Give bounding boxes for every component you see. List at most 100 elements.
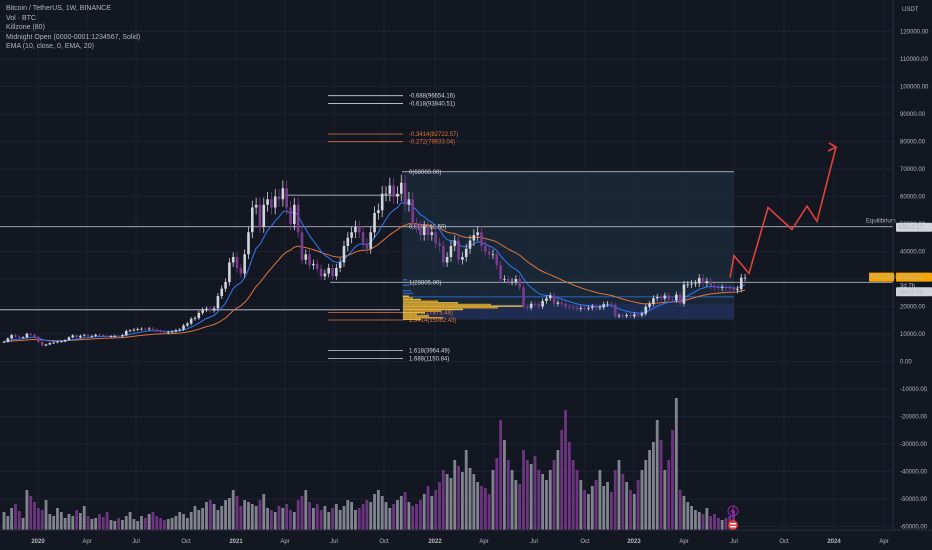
volume-bar	[323, 506, 327, 530]
volume-bar	[14, 504, 17, 530]
volume-bar	[201, 508, 205, 530]
volume-bar	[621, 474, 625, 530]
candle-body	[464, 248, 468, 257]
candle-body	[476, 232, 479, 235]
volume-bar	[227, 498, 231, 530]
volume-bar	[525, 460, 529, 530]
time-axis: 2020 Apr Jul Oct 2021 Apr Jul Oct 2022 Apr Jul Oct 2…	[0, 529, 932, 545]
volume-bar	[694, 510, 697, 530]
time-tick: Oct	[580, 539, 590, 545]
volume-bar	[56, 508, 59, 530]
volume-bar	[365, 500, 369, 530]
volume-bar	[678, 490, 682, 530]
symbol-tag: BTCUSDT	[871, 275, 900, 281]
time-tick: Apr	[280, 539, 289, 545]
volume-bar	[438, 482, 441, 530]
volume-bar	[182, 514, 185, 530]
candle-body	[713, 285, 716, 288]
candle-body	[743, 277, 747, 279]
legend-ema[interactable]: EMA (10, close, 0, EMA, 20)	[6, 43, 94, 51]
volume-bar	[701, 514, 705, 530]
candle-body	[495, 254, 499, 266]
volume-bar	[430, 496, 434, 530]
candle-body	[67, 337, 71, 341]
candle-body	[235, 257, 239, 268]
volume-bar	[709, 516, 713, 530]
volume-bar	[109, 520, 113, 530]
candle-body	[537, 304, 541, 307]
price-tick: 100000.00	[900, 85, 929, 91]
price-tick: 20000.00	[900, 305, 926, 311]
candle-body	[503, 279, 506, 280]
volume-bar	[296, 500, 300, 530]
volume-bar	[640, 470, 644, 530]
price-tick: -40000.00	[900, 470, 928, 476]
legend-midnight[interactable]: Midnight Open (0000-0001:1234567, Solid)	[6, 33, 141, 41]
ema-slow-line	[3, 223, 746, 343]
candle-body	[545, 298, 548, 301]
volume-bar	[380, 496, 384, 530]
candle-body	[239, 268, 243, 274]
volume-bar	[308, 502, 311, 530]
volume-bar	[598, 470, 602, 530]
volume-bar	[575, 470, 579, 530]
volume-bar	[143, 518, 147, 530]
symbol-tag-bg	[869, 272, 894, 282]
candle-body	[289, 207, 292, 224]
candle-body	[629, 315, 632, 317]
volume-bar	[445, 474, 449, 530]
profile-bar	[403, 316, 443, 319]
volume-bar	[239, 506, 243, 530]
volume-bar	[449, 478, 453, 530]
volume-bar	[281, 508, 285, 530]
time-tick: Jul	[330, 539, 338, 545]
candle-body	[270, 199, 273, 208]
profile-bar	[403, 318, 421, 321]
candle-body	[197, 312, 201, 319]
price-tick: 80000.00	[900, 140, 926, 146]
legend-killzone[interactable]: Killzone (80)	[6, 24, 45, 32]
volume-bar	[48, 514, 52, 530]
legend-vol[interactable]: Vol · BTC	[6, 14, 36, 22]
volume-bar	[556, 450, 560, 530]
candle-body	[71, 335, 75, 338]
candle-body	[193, 318, 197, 319]
candle-body	[60, 341, 63, 343]
candle-body	[151, 328, 155, 330]
countdown-tag: 3d 7h	[900, 284, 915, 290]
price-tick: -20000.00	[900, 415, 928, 421]
volume-bar	[686, 502, 690, 530]
candle-body	[472, 235, 476, 241]
candle-body	[617, 315, 621, 317]
candle-body	[79, 335, 82, 338]
fib-label: 1.688(1150.84)	[409, 356, 449, 362]
last-price-tag-bg	[896, 272, 932, 282]
time-tick: Apr	[679, 539, 688, 545]
volume-bar	[342, 506, 346, 530]
fib-label: -0.272(79933.04)	[409, 140, 455, 146]
volume-bar	[533, 456, 537, 530]
volume-bar	[101, 517, 105, 530]
volume-bar	[205, 502, 208, 530]
legend-title[interactable]: Bitcoin / TetherUS, 1W, BINANCE	[6, 5, 111, 12]
candle-body	[224, 282, 227, 289]
volume-bar	[506, 460, 510, 530]
candle-body	[208, 308, 212, 311]
volume-bar	[44, 500, 48, 530]
volume-bar	[644, 460, 648, 530]
volume-bar	[304, 490, 308, 530]
candle-body	[117, 335, 120, 337]
candle-body	[522, 287, 525, 307]
candle-body	[720, 287, 724, 289]
candle-body	[575, 307, 579, 309]
fib-label: 1.3414(15082.43)	[409, 318, 456, 324]
candle-body	[705, 281, 709, 284]
volume-bar	[197, 510, 201, 530]
candle-body	[499, 265, 502, 279]
volume-bar	[396, 500, 399, 530]
candle-body	[675, 294, 678, 301]
volume-bar	[10, 508, 14, 530]
time-tick: Apr	[479, 539, 488, 545]
